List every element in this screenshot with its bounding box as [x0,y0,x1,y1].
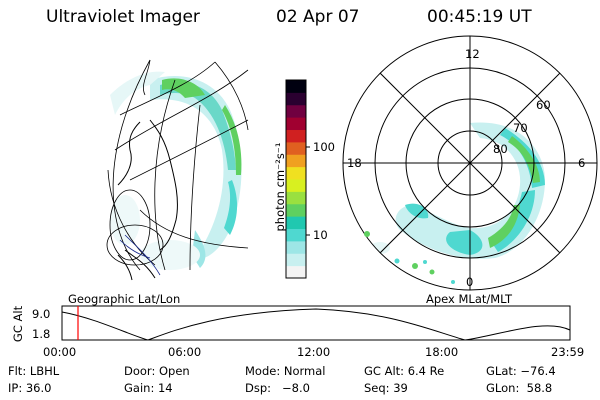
x-tick-0000: 00:00 [43,345,77,359]
colorbar-stripe [286,203,306,217]
colorbar-stripe [286,154,306,168]
lat-label-80: 80 [493,142,508,156]
colorbar-tick-10: 10 [313,228,328,242]
info-gc-alt: GC Alt: 6.4 Re [364,364,445,378]
colorbar-label: photon cm⁻²s⁻¹ [273,142,287,232]
info-dsp: Dsp: −8.0 [245,381,310,395]
altitude-ymin: 1.8 [32,327,51,341]
mlt-label-12: 12 [465,47,480,61]
info-mode: Mode: Normal [245,364,326,378]
x-tick-0600: 06:00 [168,345,202,359]
polar-grid [342,35,598,291]
colorbar-stripe [286,129,306,143]
info-glon: GLon: 58.8 [486,381,553,395]
polar-aurora-dots [364,231,455,284]
colorbar-stripe [286,104,306,118]
colorbar-stripe [286,216,306,230]
colorbar-tick-100: 100 [313,140,335,154]
coastline [117,119,178,281]
geographic-panel [106,59,249,281]
colorbar-stripe [286,179,306,192]
colorbar-stripe [286,253,306,267]
colorbar-stripe [286,141,306,155]
altitude-plot [61,305,571,341]
x-tick-1200: 12:00 [297,345,331,359]
colorbar [285,79,310,279]
colorbar-stripe [286,240,306,254]
instrument-title: Ultraviolet Imager [46,7,200,27]
colorbar-stripe [286,117,306,131]
lat-label-60: 60 [536,98,551,112]
colorbar-stripe [286,228,306,242]
info-gain: Gain: 14 [124,381,173,395]
date-label: 02 Apr 07 [276,7,360,27]
mlt-label-0: 0 [466,275,474,289]
mlt-label-6: 6 [578,156,586,170]
colorbar-stripe [286,191,306,205]
polar-aurora-image [370,122,545,259]
info-seq: Seq: 39 [364,381,408,395]
info-ip: IP: 36.0 [8,381,52,395]
terminator-lines [119,234,161,276]
lat-label-70: 70 [513,121,528,135]
right-panel-label: Apex MLat/MLT [426,292,513,306]
time-label: 00:45:19 UT [427,7,532,27]
colorbar-stripe [286,166,306,180]
altitude-ymax: 9.0 [32,307,51,321]
x-tick-1800: 18:00 [425,345,459,359]
info-door: Door: Open [124,364,190,378]
geographic-grid [106,59,249,271]
colorbar-stripe [286,265,306,279]
info-filter: Flt: LBHL [8,364,60,378]
info-glat: GLat: −76.4 [486,364,556,378]
x-tick-2359: 23:59 [551,345,585,359]
colorbar-stripe [286,80,306,93]
mlt-label-18: 18 [347,156,362,170]
colorbar-stripe [286,92,306,106]
left-panel-label: Geographic Lat/Lon [68,292,181,306]
geographic-aurora-image [110,71,242,270]
altitude-curve [61,308,571,341]
polar-plot [342,35,598,291]
altitude-axis-label: GC Alt [11,305,25,343]
